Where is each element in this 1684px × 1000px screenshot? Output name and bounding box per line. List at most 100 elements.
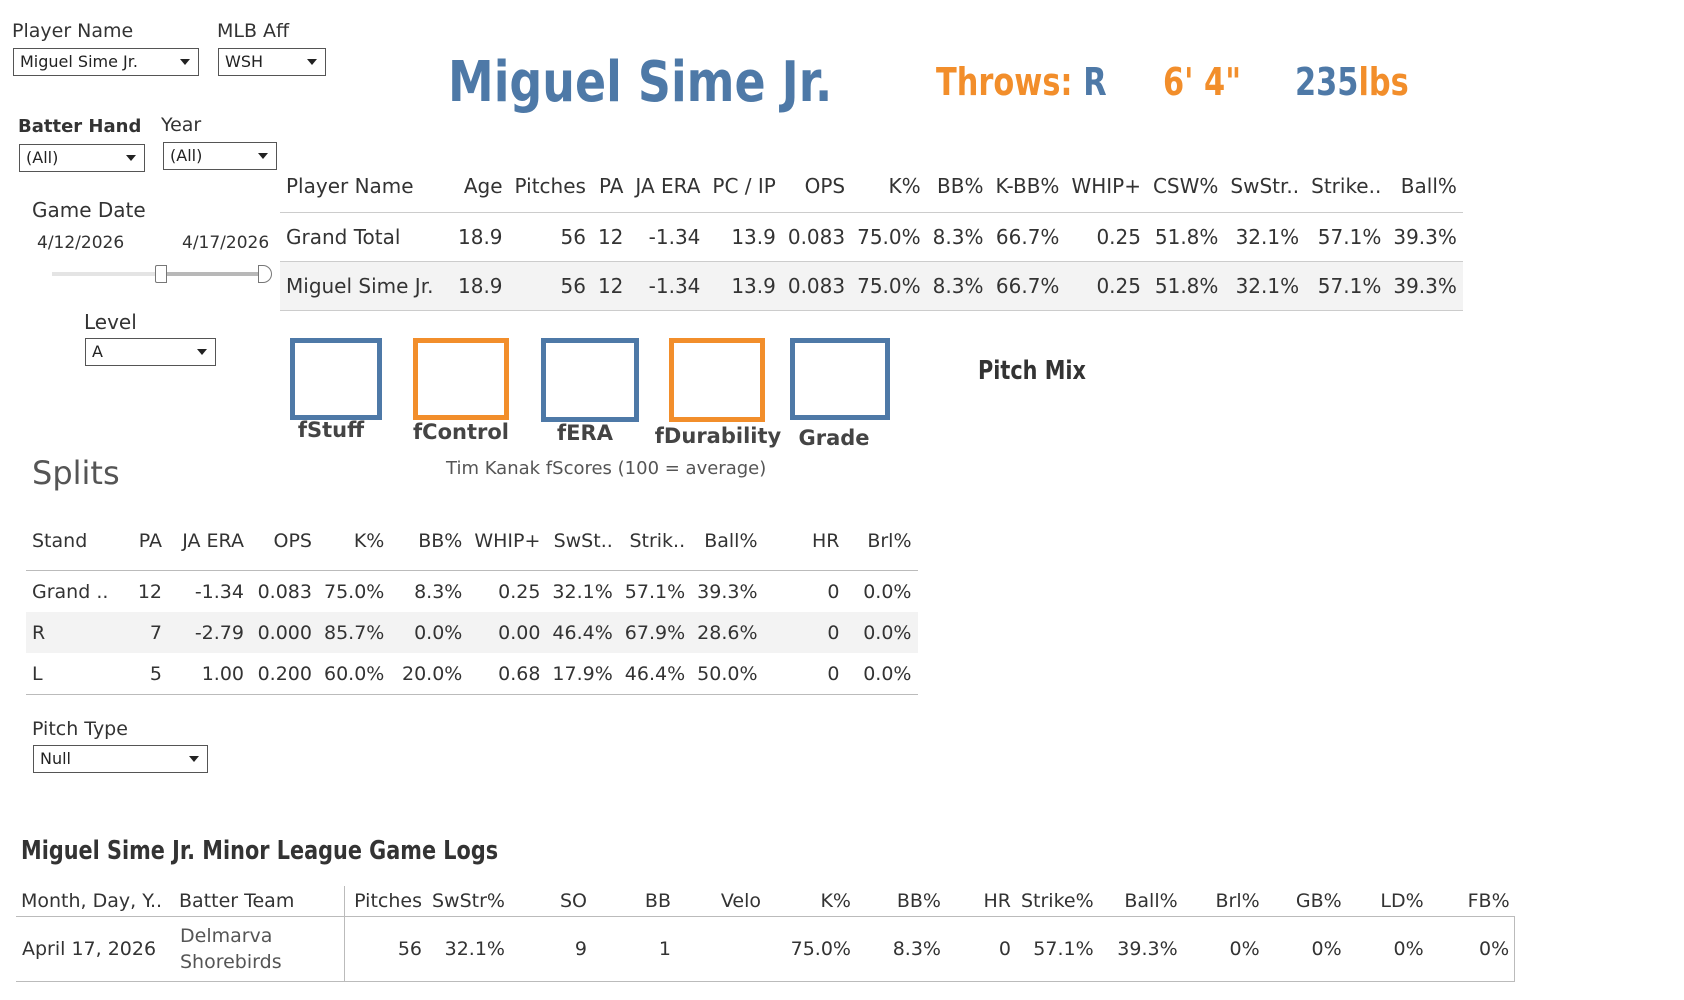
logs-col-header[interactable]: Brl%: [1182, 886, 1265, 917]
slider-range-fill: [161, 272, 266, 276]
logs-col-header[interactable]: GB%: [1264, 886, 1347, 917]
logs-col-header[interactable]: Ball%: [1098, 886, 1183, 917]
table-cell: 0%: [1264, 916, 1347, 982]
table-cell: 57.1%: [618, 570, 692, 612]
stats-col-header[interactable]: Age: [463, 174, 503, 198]
log-date: April 17, 2026: [16, 916, 174, 982]
mlb-aff-value: WSH: [225, 52, 264, 71]
splits-col-header[interactable]: Ball%: [704, 530, 758, 552]
table-cell: 0%: [1182, 916, 1265, 982]
stats-col-header[interactable]: PC / IP: [712, 174, 776, 198]
splits-col-header[interactable]: Strik..: [629, 530, 686, 552]
splits-col-header[interactable]: SwSt..: [553, 530, 613, 552]
splits-col-header[interactable]: JA ERA: [182, 530, 244, 552]
stats-col-header[interactable]: CSW%: [1152, 174, 1219, 198]
splits-header-row: Stand PA JA ERA OPS K% BB% WHIP+ SwSt.. Strik.. B…: [26, 512, 918, 571]
table-cell: -1.34: [168, 570, 250, 612]
fscore-box: [790, 338, 890, 420]
table-cell: 0.083: [250, 570, 318, 612]
fscore-label: fControl: [413, 420, 509, 444]
table-cell: 39.3%: [1098, 916, 1183, 982]
stats-col-header[interactable]: Player Name: [286, 174, 414, 198]
table-cell: 0%: [1346, 916, 1429, 982]
splits-col-header[interactable]: Brl%: [867, 530, 912, 552]
stats-col-header[interactable]: Ball%: [1400, 174, 1457, 198]
splits-col-header[interactable]: WHIP+: [474, 530, 541, 552]
table-cell: 0.00: [468, 612, 547, 653]
player-name-dropdown[interactable]: Miguel Sime Jr.: [13, 48, 199, 76]
game-date-slider[interactable]: [52, 265, 272, 283]
throws-label: Throws:: [936, 60, 1073, 104]
logs-col-header[interactable]: LD%: [1346, 886, 1429, 917]
logs-col-header[interactable]: K%: [765, 886, 856, 917]
splits-col-header[interactable]: Stand: [32, 530, 88, 552]
stats-col-header[interactable]: WHIP+: [1071, 174, 1141, 198]
table-cell: 46.4%: [546, 612, 619, 653]
table-cell: 56: [344, 916, 427, 982]
table-cell: 0: [763, 570, 846, 612]
year-dropdown[interactable]: (All): [163, 142, 277, 170]
logs-col-header[interactable]: Velo: [675, 886, 766, 917]
splits-col-header[interactable]: BB%: [418, 530, 463, 552]
table-cell: 0.0%: [845, 570, 918, 612]
splits-col-header[interactable]: OPS: [273, 530, 312, 552]
logs-col-header[interactable]: SO: [509, 886, 592, 917]
stats-col-header[interactable]: SwStr..: [1230, 174, 1300, 198]
level-value: A: [92, 342, 103, 361]
level-dropdown[interactable]: A: [85, 338, 216, 366]
table-cell: 66.7%: [989, 212, 1066, 262]
stats-header-row: Player Name Age Pitches PA JA ERA PC / IP OPS K…: [280, 160, 1463, 213]
stats-col-header[interactable]: K%: [888, 174, 921, 198]
pitch-type-label: Pitch Type: [32, 718, 128, 740]
table-cell: 0.68: [468, 653, 547, 695]
table-cell: 0: [945, 916, 1016, 982]
logs-col-header[interactable]: SwStr%: [427, 886, 510, 917]
logs-col-header[interactable]: Pitches: [344, 886, 427, 917]
stats-col-header[interactable]: JA ERA: [635, 174, 701, 198]
player-title: Miguel Sime Jr.: [448, 50, 833, 115]
logs-col-header[interactable]: HR: [945, 886, 1016, 917]
batter-hand-label: Batter Hand: [18, 116, 142, 137]
logs-col-header[interactable]: Month, Day, Y..: [16, 886, 174, 917]
logs-col-header[interactable]: Batter Team: [174, 886, 345, 917]
slider-start-handle[interactable]: [155, 265, 168, 283]
fscore-box: [413, 338, 509, 420]
fscore-box: [669, 338, 765, 422]
table-cell: 75.0%: [318, 570, 391, 612]
table-cell: 32.1%: [1224, 212, 1306, 262]
table-cell: 39.3%: [1387, 212, 1463, 262]
stats-col-header[interactable]: Strike..: [1311, 174, 1382, 198]
table-cell: 57.1%: [1305, 261, 1388, 311]
splits-col-header[interactable]: PA: [138, 530, 162, 552]
table-cell: 8.3%: [926, 212, 990, 262]
table-cell: 0.25: [1065, 261, 1147, 311]
table-cell: R: [26, 612, 126, 653]
table-cell: 0.25: [468, 570, 547, 612]
chevron-down-icon: [180, 59, 190, 65]
logs-col-header[interactable]: BB%: [855, 886, 946, 917]
table-cell: 75.0%: [851, 212, 927, 262]
stats-col-header[interactable]: Pitches: [514, 174, 586, 198]
stats-col-header[interactable]: OPS: [804, 174, 846, 198]
mlb-aff-label: MLB Aff: [217, 20, 290, 42]
table-cell: 13.9: [706, 261, 782, 311]
stats-col-header[interactable]: BB%: [937, 174, 984, 198]
table-cell: 17.9%: [546, 653, 619, 695]
logs-col-header[interactable]: BB: [591, 886, 676, 917]
pitch-type-dropdown[interactable]: Null: [33, 745, 208, 773]
logs-col-header[interactable]: FB%: [1428, 886, 1515, 917]
mlb-aff-dropdown[interactable]: WSH: [218, 48, 326, 76]
logs-col-header[interactable]: Strike%: [1015, 886, 1099, 917]
splits-col-header[interactable]: K%: [353, 530, 385, 552]
stats-col-header[interactable]: K-BB%: [995, 174, 1060, 198]
stats-col-header[interactable]: PA: [598, 174, 624, 198]
table-cell: Miguel Sime Jr.: [280, 261, 452, 311]
splits-col-header[interactable]: HR: [812, 530, 840, 552]
slider-end-handle[interactable]: [258, 265, 272, 283]
table-cell: 18.9: [452, 212, 509, 262]
table-cell: 12: [591, 261, 630, 311]
team-name-line1: Delmarva: [180, 925, 273, 947]
batter-hand-dropdown[interactable]: (All): [19, 144, 145, 172]
table-row: Miguel Sime Jr. 18.9 56 12 -1.34 13.9 0.083 75.…: [280, 261, 1463, 311]
table-cell: 32.1%: [546, 570, 619, 612]
